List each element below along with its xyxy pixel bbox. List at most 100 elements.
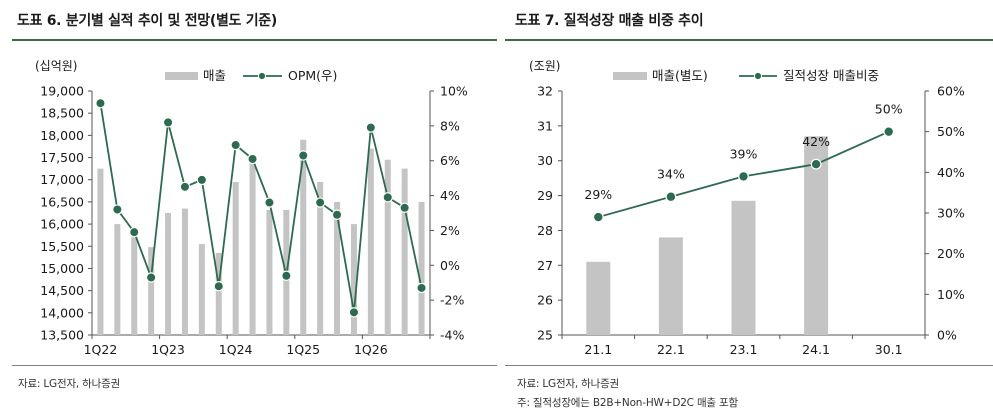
- legend-label-share: 질적성장 매출비중: [783, 68, 879, 83]
- opm-point: [145, 272, 157, 283]
- source-divider: [505, 365, 993, 366]
- y-tick-label-left: 31: [537, 118, 553, 133]
- chart-title: 도표 6. 분기별 실적 추이 및 전망(별도 기준): [17, 13, 277, 29]
- y-tick-label-left: 25: [537, 328, 553, 343]
- opm-point: [95, 97, 106, 109]
- y-tick-label-left: 28: [537, 223, 553, 238]
- x-tick-label: 1Q26: [354, 342, 388, 357]
- legend-label-revenue: 매출: [203, 68, 226, 83]
- revenue-bar: [367, 148, 374, 335]
- opm-point: [399, 202, 410, 213]
- y-tick-label-right: 0%: [440, 258, 460, 273]
- revenue-bar: [131, 232, 138, 335]
- revenue-bar: [658, 237, 683, 335]
- opm-point: [314, 197, 326, 208]
- y-tick-label-left: 18,000: [40, 128, 84, 143]
- revenue-bar: [114, 224, 121, 335]
- y-tick-label-right: 60%: [937, 84, 965, 99]
- opm-point: [416, 282, 427, 294]
- share-point: [810, 158, 822, 170]
- revenue-bar: [165, 213, 172, 335]
- revenue-bar: [266, 209, 273, 335]
- y-tick-label-right: 4%: [440, 188, 460, 203]
- y-axis-unit-label: (십억원): [35, 59, 77, 73]
- opm-point: [331, 209, 343, 220]
- revenue-bar: [401, 168, 408, 335]
- opm-point: [196, 174, 208, 186]
- revenue-bar: [731, 200, 756, 335]
- quarterly-results-chart: (십억원) 13,500 14,000 14,500 15,000 15,500 16,00…: [35, 59, 468, 357]
- y-tick-label-left: 18,500: [40, 106, 84, 121]
- y-tick-label-right: 10%: [937, 287, 965, 302]
- revenue-bar: [215, 252, 222, 335]
- opm-point: [247, 153, 258, 165]
- footnote: 주: 질적성장에는 B2B+Non-HW+D2C 매출 포함: [517, 397, 738, 409]
- revenue-bar: [586, 261, 611, 335]
- revenue-bar: [181, 208, 188, 335]
- y-tick-label-right: 0%: [937, 328, 957, 343]
- y-tick-label-right: 2%: [440, 223, 460, 238]
- x-tick-label: 22.1: [657, 342, 685, 357]
- chart-title: 도표 7. 질적성장 매출 비중 추이: [515, 13, 704, 29]
- revenue-bar: [317, 181, 324, 335]
- share-point: [738, 170, 749, 182]
- y-axis-unit-label: (조원): [529, 59, 560, 73]
- revenue-bar: [148, 247, 155, 335]
- x-tick-label: 1Q23: [151, 342, 185, 357]
- y-tick-label-left: 13,500: [40, 328, 84, 343]
- opm-point: [382, 192, 393, 203]
- x-tick-label: 23.1: [730, 342, 758, 357]
- x-tick-label: 1Q24: [219, 342, 253, 357]
- y-tick-label-right: 6%: [440, 153, 460, 168]
- share-point: [665, 191, 677, 203]
- opm-point: [162, 117, 174, 128]
- share-point: [883, 126, 895, 138]
- legend-marker-share: [753, 71, 763, 81]
- y-tick-label-left: 27: [537, 258, 553, 273]
- y-tick-label-left: 19,000: [40, 84, 84, 99]
- opm-point: [129, 226, 140, 238]
- revenue-bar: [334, 201, 341, 335]
- right-chart-panel: 도표 7. 질적성장 매출 비중 추이 (조원) 25 26 27 28 29 30 31 32…: [505, 0, 993, 417]
- y-tick-label-right: 30%: [937, 206, 965, 221]
- y-tick-label-left: 30: [537, 153, 553, 168]
- legend-marker-opm: [257, 71, 267, 81]
- source-note: 자료: LG전자, 하나증권: [18, 378, 121, 390]
- x-tick-label: 1Q22: [84, 342, 118, 357]
- legend-label-opm: OPM(우): [288, 68, 337, 83]
- y-tick-label-left: 17,000: [40, 172, 84, 187]
- opm-point: [230, 139, 241, 151]
- left-chart-panel: 도표 6. 분기별 실적 추이 및 전망(별도 기준) (십억원) 13,500 1…: [12, 13, 497, 390]
- title-divider: [505, 39, 993, 41]
- data-label: 34%: [657, 167, 685, 182]
- opm-point: [281, 270, 292, 281]
- opm-point: [264, 197, 275, 208]
- revenue-bar: [232, 181, 239, 335]
- title-divider: [12, 39, 497, 41]
- revenue-bar: [198, 244, 205, 335]
- y-tick-label-right: 10%: [440, 84, 468, 99]
- opm-point: [112, 204, 123, 215]
- y-tick-label-left: 14,000: [40, 305, 84, 320]
- share-point: [592, 211, 604, 223]
- y-tick-label-right: 40%: [937, 165, 965, 180]
- opm-point: [348, 307, 360, 318]
- source-note: 자료: LG전자, 하나증권: [517, 378, 620, 390]
- data-label: 39%: [730, 146, 758, 161]
- y-tick-label-right: 20%: [937, 246, 965, 261]
- revenue-bar: [249, 157, 256, 335]
- revenue-bar: [350, 224, 357, 335]
- source-divider: [12, 365, 497, 366]
- x-tick-label: 21.1: [584, 342, 612, 357]
- opm-point: [213, 281, 224, 292]
- legend-swatch-revenue: [165, 72, 198, 80]
- y-tick-label-left: 16,000: [40, 217, 84, 232]
- y-tick-label-left: 29: [537, 188, 553, 203]
- opm-point: [298, 150, 309, 161]
- revenue-bar: [300, 139, 307, 335]
- x-tick-label: 1Q25: [286, 342, 320, 357]
- x-tick-label: 30.1: [875, 342, 903, 357]
- x-tick-label: 24.1: [802, 342, 830, 357]
- y-tick-label-left: 14,500: [40, 283, 84, 298]
- y-tick-label-right: -4%: [440, 328, 464, 343]
